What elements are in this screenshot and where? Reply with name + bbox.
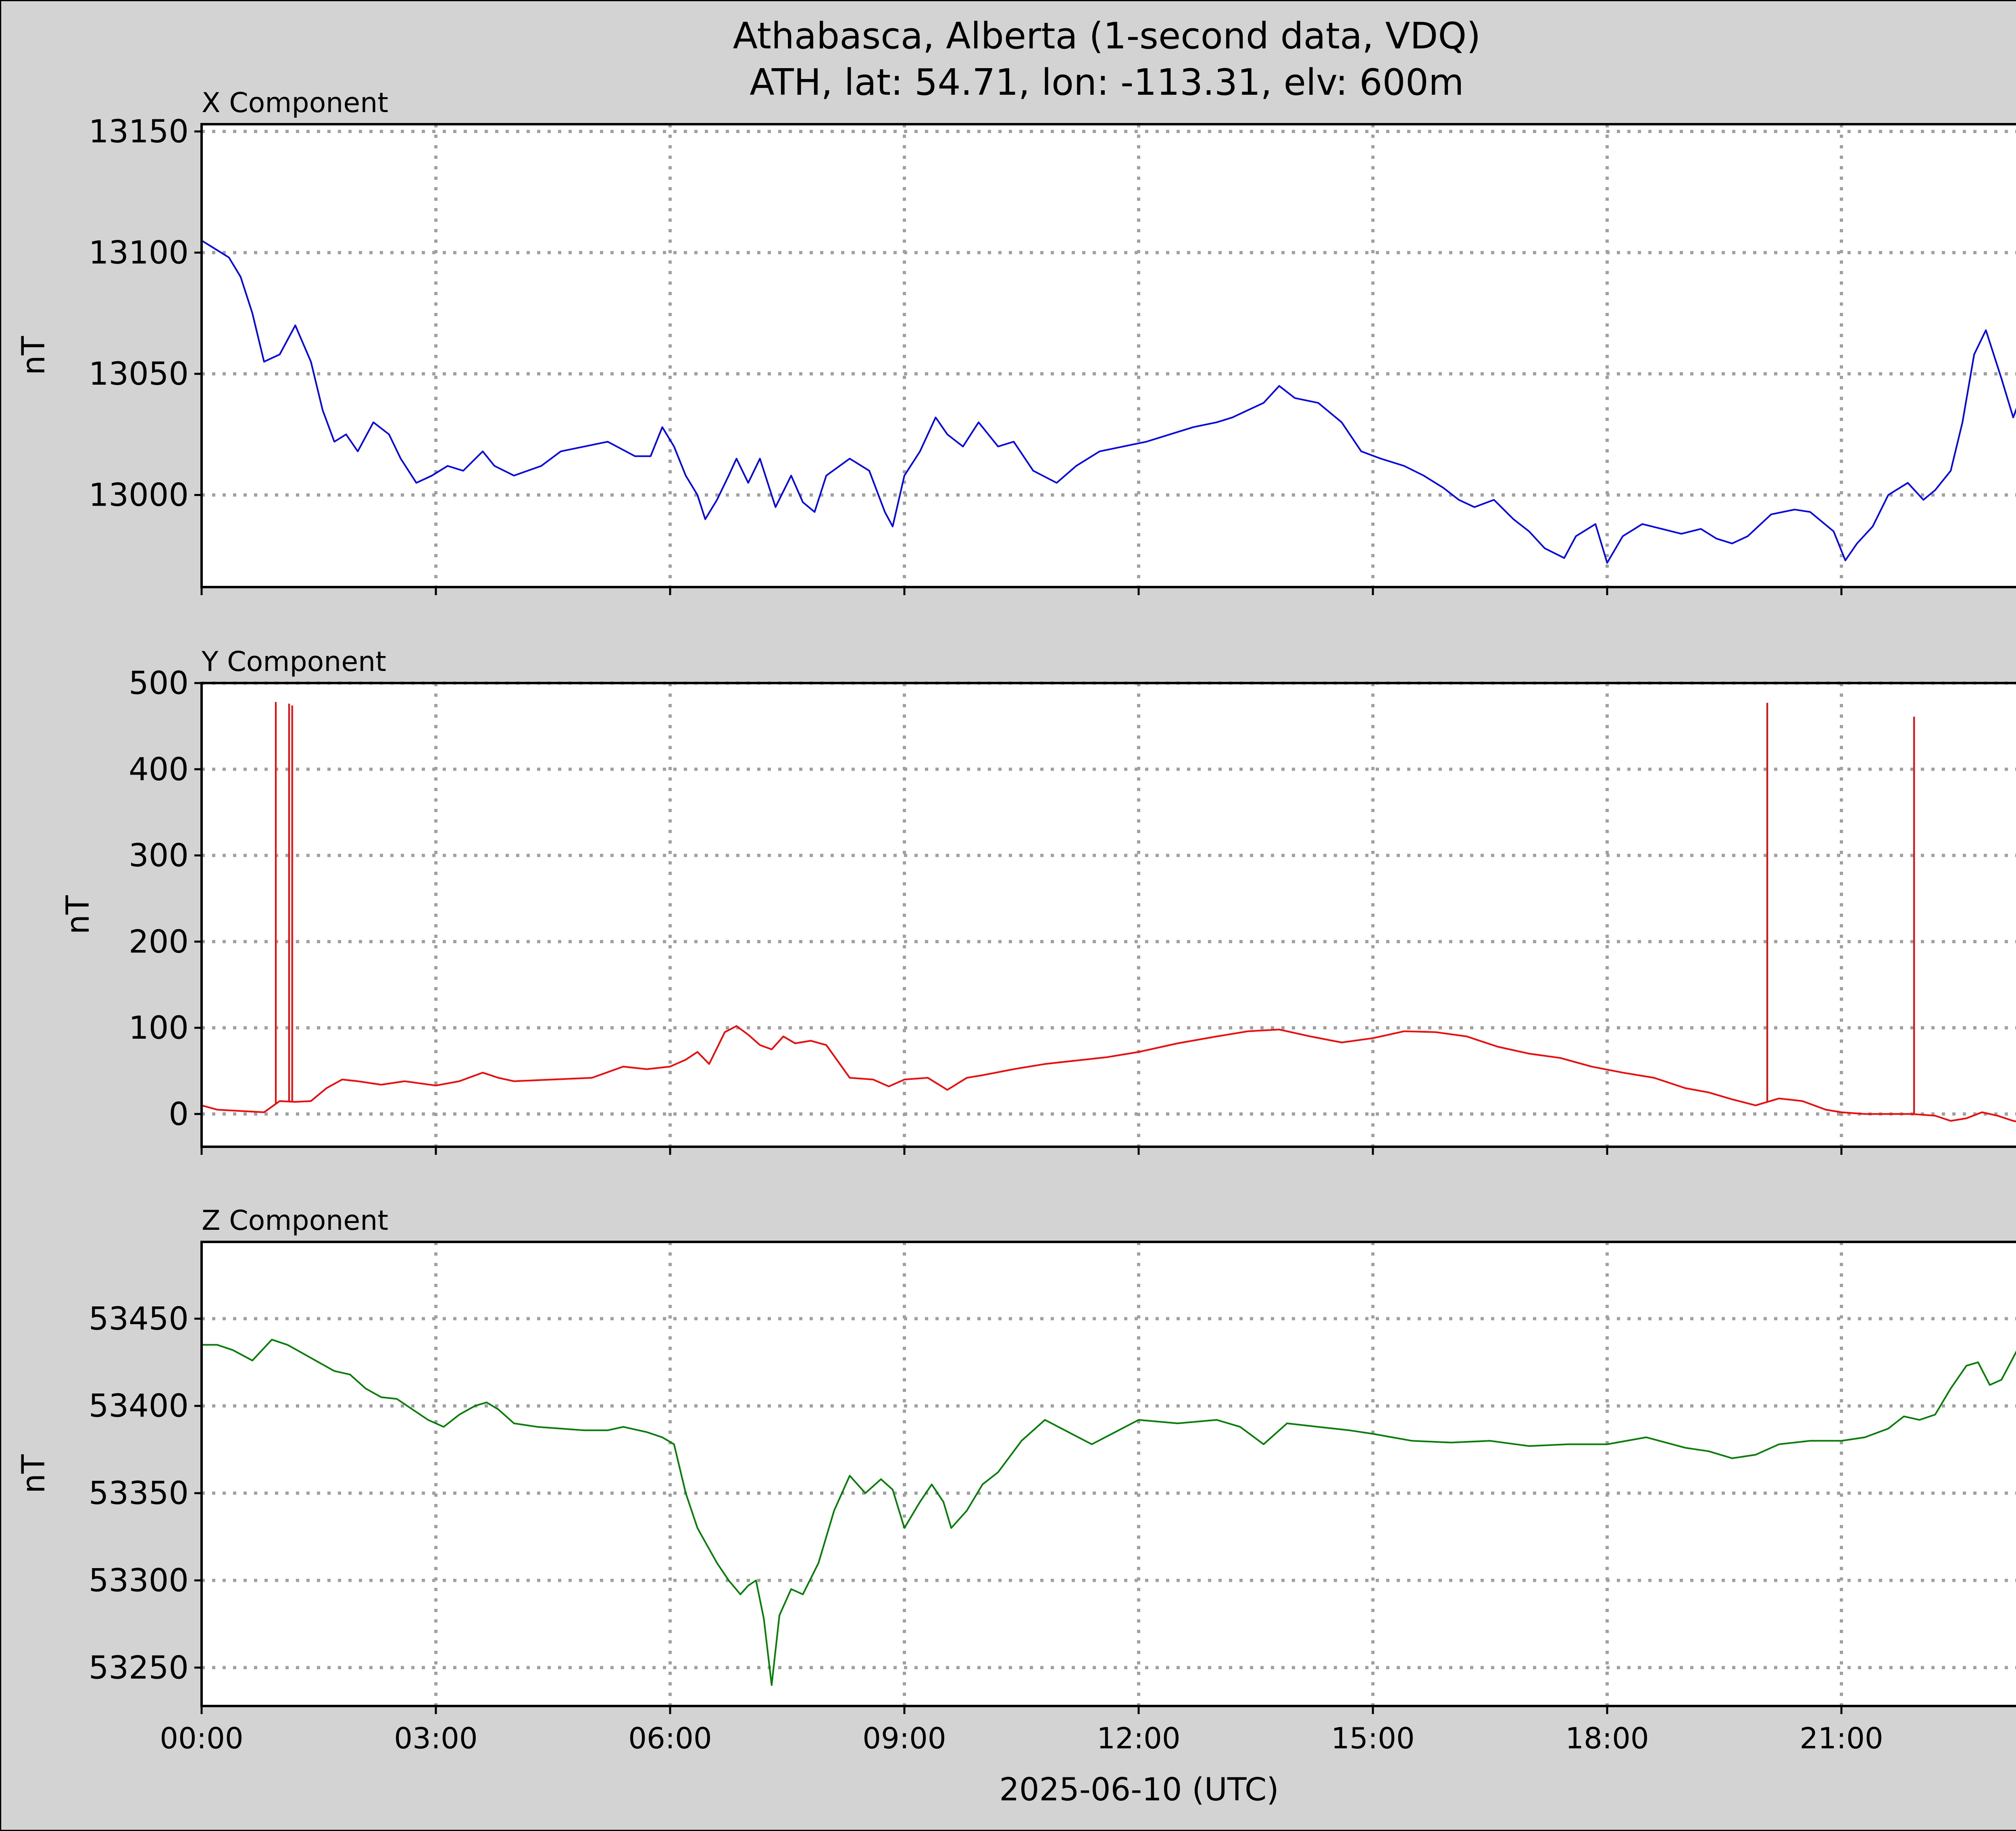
z-series-line	[202, 1339, 2016, 1686]
y-ytick-label: 500	[129, 665, 189, 702]
z-ytick-label: 53400	[89, 1388, 189, 1425]
y-ylabel: nT	[60, 895, 96, 934]
xtick-label: 03:00	[394, 1721, 478, 1755]
y-ytick-label: 100	[129, 1010, 189, 1046]
xtick-label: 18:00	[1565, 1721, 1649, 1755]
xtick-label: 21:00	[1799, 1721, 1883, 1755]
y-ytick-label: 300	[129, 838, 189, 874]
y-ytick-label: 400	[129, 752, 189, 788]
z-panel-title: Z Component	[202, 1205, 388, 1237]
xtick-label: 09:00	[862, 1721, 946, 1755]
x-ytick-label: 13150	[89, 114, 189, 150]
y-series-line	[201, 1025, 2016, 1123]
z-component-panel: Z Component 53250 53300 53350 53400 53450 00:0…	[16, 1205, 2016, 1755]
y-ytick-label: 0	[169, 1096, 189, 1133]
x-panel-title: X Component	[202, 87, 388, 119]
z-plot-area	[202, 1242, 2016, 1706]
x-ytick-label: 13000	[89, 477, 189, 514]
figure-title-line1: Athabasca, Alberta (1-second data, VDQ)	[733, 15, 1481, 57]
xtick-label: 15:00	[1331, 1721, 1415, 1755]
xtick-label: 00:00	[160, 1721, 244, 1755]
z-ylabel: nT	[16, 1454, 52, 1494]
y-ytick-label: 200	[129, 924, 189, 960]
y-plot-area	[202, 683, 2016, 1147]
y-panel-title: Y Component	[201, 646, 386, 678]
z-ytick-label: 53450	[89, 1301, 189, 1337]
z-ytick-label: 53350	[89, 1475, 189, 1512]
x-ytick-label: 13050	[89, 356, 189, 392]
figure-title-line2: ATH, lat: 54.71, lon: -113.31, elv: 600m	[750, 61, 1464, 104]
x-component-panel: X Component 13000 13050 13100 13150 nT	[16, 87, 2016, 595]
x-ytick-label: 13100	[89, 235, 189, 271]
xtick-label: 06:00	[628, 1721, 712, 1755]
z-ytick-label: 53250	[89, 1650, 189, 1686]
x-axis-label: 2025-06-10 (UTC)	[999, 1772, 1279, 1808]
z-ytick-label: 53300	[89, 1562, 189, 1599]
y-component-panel: Y Component 0 100 200 300 400 500 nT	[60, 646, 2016, 1155]
x-ylabel: nT	[16, 336, 52, 375]
xtick-label: 12:00	[1097, 1721, 1181, 1755]
x-plot-area	[202, 124, 2016, 587]
x-series-line	[201, 240, 2016, 564]
